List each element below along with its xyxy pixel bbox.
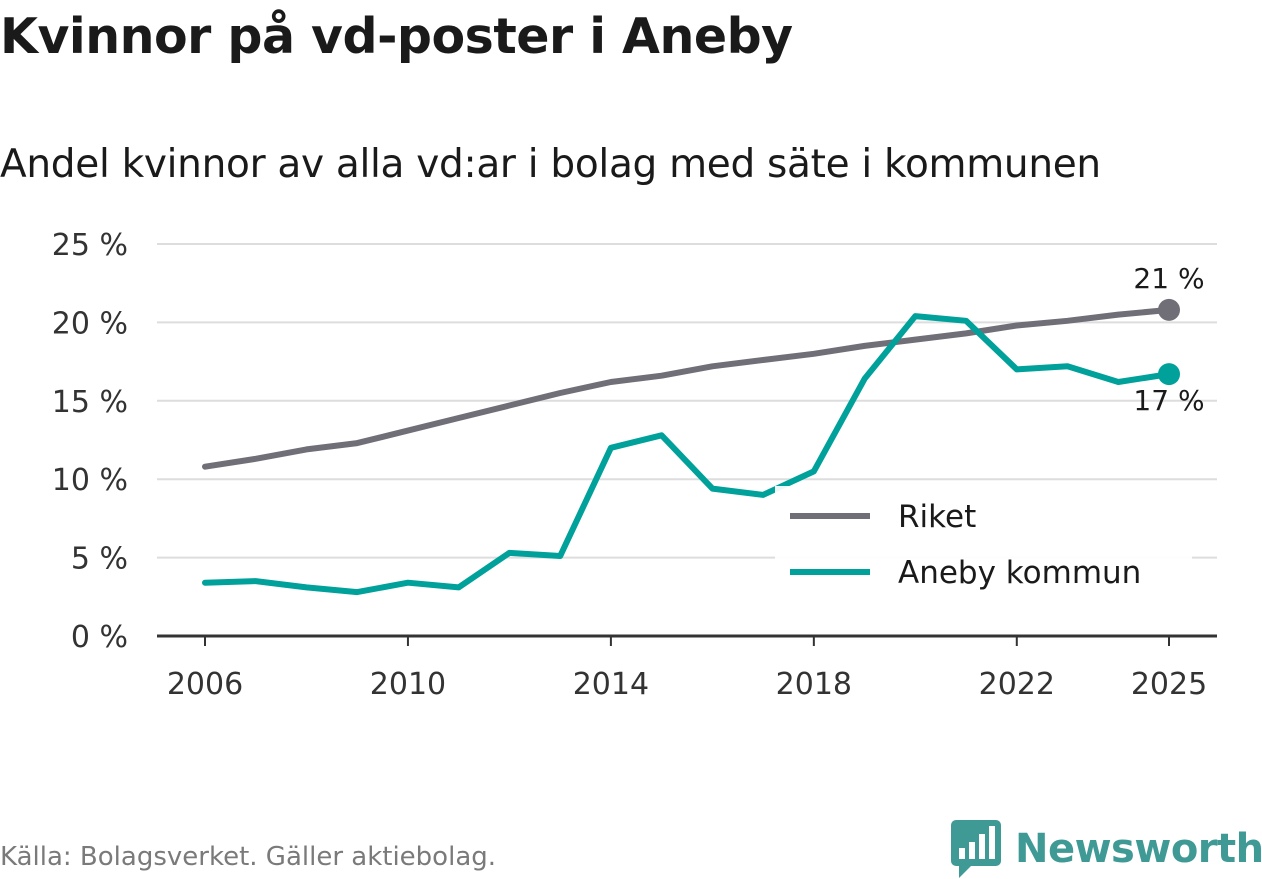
brand-name: Newsworthy bbox=[1015, 826, 1262, 872]
series-line-riket bbox=[202, 306, 1172, 470]
chart-subtitle: Andel kvinnor av alla vd:ar i bolag med … bbox=[0, 142, 1101, 187]
y-tick-label: 0 % bbox=[71, 620, 128, 655]
x-tick-label: 2018 bbox=[776, 667, 852, 702]
end-value-label: 17 % bbox=[1133, 384, 1204, 417]
x-tick-label: 2022 bbox=[979, 667, 1055, 702]
legend-box bbox=[775, 486, 1192, 602]
y-tick-label: 10 % bbox=[52, 463, 128, 498]
legend-label: Aneby kommun bbox=[898, 555, 1141, 591]
series-end-marker bbox=[1158, 298, 1180, 321]
series-line-aneby bbox=[202, 313, 1172, 596]
y-tick-label: 15 % bbox=[52, 385, 128, 420]
y-tick-label: 20 % bbox=[52, 306, 128, 341]
y-tick-label: 5 % bbox=[71, 542, 128, 577]
source-note: Källa: Bolagsverket. Gäller aktiebolag. bbox=[0, 842, 497, 872]
legend-label: Riket bbox=[898, 499, 976, 535]
end-value-label: 21 % bbox=[1133, 262, 1204, 295]
newsworthy-logo: Newsworthy bbox=[951, 820, 1262, 878]
newsworthy-logo-icon bbox=[951, 820, 1001, 878]
chart-title: Kvinnor på vd-poster i Aneby bbox=[0, 8, 793, 65]
x-tick-label: 2006 bbox=[167, 667, 243, 702]
x-tick-label: 2014 bbox=[573, 667, 649, 702]
y-tick-label: 25 % bbox=[52, 228, 128, 263]
x-tick-label: 2025 bbox=[1131, 667, 1207, 702]
x-tick-label: 2010 bbox=[370, 667, 446, 702]
series-end-marker bbox=[1158, 363, 1180, 386]
